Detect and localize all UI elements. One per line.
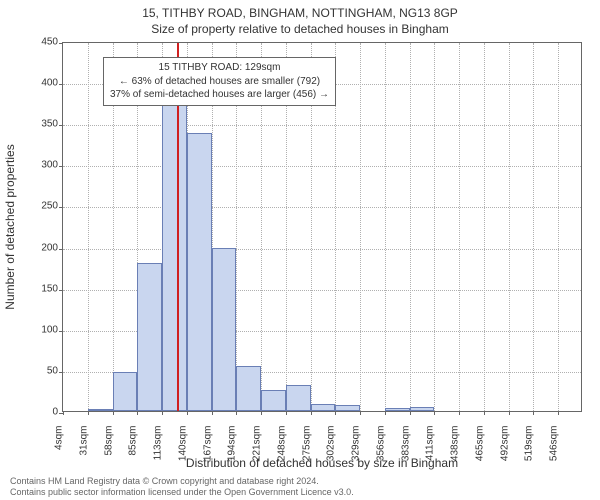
annotation-line: 15 TITHBY ROAD: 129sqm bbox=[110, 61, 329, 75]
x-tick-mark bbox=[261, 411, 262, 415]
x-tick-mark bbox=[113, 411, 114, 415]
y-tick-label: 250 bbox=[41, 201, 58, 212]
y-tick-label: 50 bbox=[47, 365, 58, 376]
histogram-bar bbox=[311, 404, 336, 411]
annotation-box: 15 TITHBY ROAD: 129sqm← 63% of detached … bbox=[103, 57, 336, 106]
histogram-bar bbox=[212, 248, 237, 411]
footer-text: Contains HM Land Registry data © Crown c… bbox=[10, 476, 590, 498]
y-tick-mark bbox=[59, 372, 63, 373]
gridline-h bbox=[63, 166, 581, 167]
gridline-v bbox=[385, 43, 386, 411]
y-tick-mark bbox=[59, 84, 63, 85]
annotation-line: ← 63% of detached houses are smaller (79… bbox=[110, 75, 329, 89]
x-tick-mark bbox=[459, 411, 460, 415]
x-tick-mark bbox=[187, 411, 188, 415]
y-tick-label: 450 bbox=[41, 37, 58, 48]
x-tick-mark bbox=[137, 411, 138, 415]
y-tick-label: 100 bbox=[41, 324, 58, 335]
histogram-bar bbox=[410, 407, 435, 411]
x-tick-mark bbox=[162, 411, 163, 415]
gridline-v bbox=[509, 43, 510, 411]
chart-title-line2: Size of property relative to detached ho… bbox=[0, 22, 600, 36]
y-tick-label: 150 bbox=[41, 283, 58, 294]
gridline-v bbox=[434, 43, 435, 411]
footer-line2: Contains public sector information licen… bbox=[10, 487, 590, 498]
gridline-h bbox=[63, 249, 581, 250]
y-tick-mark bbox=[59, 331, 63, 332]
gridline-v bbox=[459, 43, 460, 411]
gridline-h bbox=[63, 207, 581, 208]
histogram-bar bbox=[286, 385, 311, 411]
x-tick-mark bbox=[410, 411, 411, 415]
x-axis-label: Distribution of detached houses by size … bbox=[62, 456, 582, 470]
y-tick-mark bbox=[59, 207, 63, 208]
x-tick-mark bbox=[509, 411, 510, 415]
footer-line1: Contains HM Land Registry data © Crown c… bbox=[10, 476, 590, 487]
y-tick-mark bbox=[59, 125, 63, 126]
y-tick-label: 350 bbox=[41, 119, 58, 130]
x-tick-mark bbox=[63, 411, 64, 415]
x-tick-mark bbox=[335, 411, 336, 415]
histogram-bar bbox=[236, 366, 261, 411]
histogram-bar bbox=[385, 408, 410, 411]
x-tick-mark bbox=[88, 411, 89, 415]
x-tick-mark bbox=[286, 411, 287, 415]
gridline-v bbox=[410, 43, 411, 411]
x-tick-mark bbox=[385, 411, 386, 415]
chart-title-line1: 15, TITHBY ROAD, BINGHAM, NOTTINGHAM, NG… bbox=[0, 6, 600, 20]
y-tick-mark bbox=[59, 43, 63, 44]
chart-container: 15, TITHBY ROAD, BINGHAM, NOTTINGHAM, NG… bbox=[0, 0, 600, 500]
histogram-bar bbox=[88, 409, 113, 411]
gridline-v bbox=[533, 43, 534, 411]
histogram-bar bbox=[187, 133, 212, 411]
y-tick-mark bbox=[59, 249, 63, 250]
histogram-bar bbox=[113, 372, 138, 411]
annotation-line: 37% of semi-detached houses are larger (… bbox=[110, 88, 329, 102]
y-tick-label: 0 bbox=[52, 407, 58, 418]
gridline-v bbox=[558, 43, 559, 411]
y-tick-label: 200 bbox=[41, 242, 58, 253]
x-tick-mark bbox=[434, 411, 435, 415]
x-tick-mark bbox=[360, 411, 361, 415]
y-tick-mark bbox=[59, 413, 63, 414]
histogram-bar bbox=[137, 263, 162, 411]
gridline-v bbox=[484, 43, 485, 411]
gridline-h bbox=[63, 125, 581, 126]
y-axis-label: Number of detached properties bbox=[3, 144, 17, 309]
y-tick-mark bbox=[59, 166, 63, 167]
x-tick-mark bbox=[311, 411, 312, 415]
histogram-bar bbox=[162, 105, 187, 411]
gridline-v bbox=[360, 43, 361, 411]
x-tick-mark bbox=[212, 411, 213, 415]
plot-area: 15 TITHBY ROAD: 129sqm← 63% of detached … bbox=[62, 42, 582, 412]
y-tick-label: 300 bbox=[41, 160, 58, 171]
x-tick-mark bbox=[484, 411, 485, 415]
x-tick-mark bbox=[236, 411, 237, 415]
x-tick-mark bbox=[558, 411, 559, 415]
y-tick-mark bbox=[59, 290, 63, 291]
gridline-v bbox=[88, 43, 89, 411]
y-tick-label: 400 bbox=[41, 78, 58, 89]
histogram-bar bbox=[335, 405, 360, 411]
histogram-bar bbox=[261, 390, 286, 411]
x-tick-mark bbox=[533, 411, 534, 415]
